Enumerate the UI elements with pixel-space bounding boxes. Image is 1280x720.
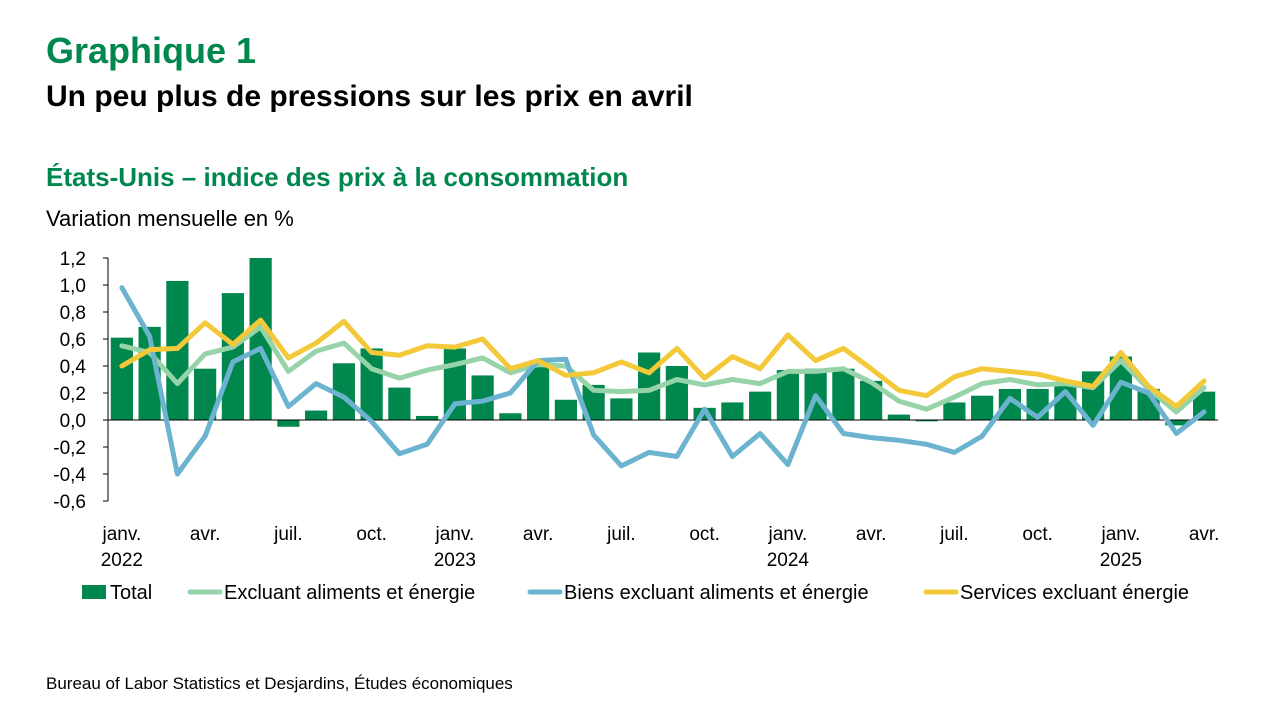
legend-label: Excluant aliments et énergie [224, 582, 475, 604]
x-tick-year: 2023 [434, 550, 476, 571]
bar-total-11 [416, 415, 439, 420]
x-tick-label: juil. [273, 524, 303, 545]
x-tick-label: janv. [102, 524, 142, 545]
x-tick-label: oct. [356, 524, 387, 545]
y-tick-label: -0,2 [53, 438, 86, 459]
legend: Total Excluant aliments et énergie Biens e… [82, 582, 1189, 604]
bar-total-16 [554, 399, 577, 420]
y-tick-label: -0,6 [53, 492, 86, 513]
bar-total-24 [776, 370, 799, 420]
y-tick-label: 1,2 [60, 249, 86, 270]
bar-total-0 [110, 337, 133, 420]
x-tick-label: avr. [190, 524, 221, 545]
x-tick-label: janv. [768, 524, 808, 545]
bar-total-32 [998, 388, 1021, 420]
source-note: Bureau of Labor Statistics et Desjardins… [46, 674, 513, 693]
bar-total-14 [499, 413, 522, 420]
x-tick-year: 2022 [101, 550, 143, 571]
bar-total-31 [971, 395, 994, 420]
bar-total-27 [860, 380, 883, 420]
x-tick-label: juil. [606, 524, 636, 545]
bar-total-26 [832, 368, 855, 420]
bar-total-17 [582, 384, 605, 420]
bar-total-28 [887, 414, 910, 420]
x-tick-year: 2024 [767, 550, 810, 571]
y-tick-label: 1,0 [60, 276, 86, 297]
bar-total-7 [305, 410, 328, 420]
y-tick-label: 0,2 [60, 384, 86, 405]
bar-total-10 [388, 387, 411, 420]
x-tick-label: oct. [1022, 524, 1053, 545]
chart-title: Un peu plus de pressions sur les prix en… [46, 80, 693, 113]
legend-swatch-bar [82, 585, 106, 599]
line-series-1 [119, 285, 1207, 477]
bar-total-30 [943, 402, 966, 420]
line-series-2 [119, 317, 1207, 409]
legend-label: Services excluant énergie [960, 582, 1189, 604]
bar-total-15 [527, 361, 550, 420]
unit-label: Variation mensuelle en % [46, 206, 294, 231]
y-tick-label: 0,8 [60, 303, 86, 324]
bar-total-22 [721, 402, 744, 420]
x-tick-label: oct. [689, 524, 720, 545]
y-tick-label: 0,0 [60, 411, 86, 432]
legend-label: Total [110, 582, 152, 604]
bar-total-5 [249, 258, 272, 420]
bar-total-39 [1193, 391, 1216, 420]
bar-total-23 [749, 391, 772, 420]
y-tick-label: 0,4 [60, 357, 87, 378]
chart-subtitle: États-Unis – indice des prix à la consom… [46, 162, 629, 192]
bar-total-29 [915, 420, 938, 422]
x-tick-label: juil. [939, 524, 969, 545]
x-tick-label: avr. [856, 524, 887, 545]
chart-axes [107, 258, 1218, 501]
bar-total-18 [610, 398, 633, 420]
bar-total-8 [332, 363, 355, 420]
y-axis-ticks: 1,2 1,0 0,8 0,6 0,4 0,2 0,0 -0,2 -0,4 -0,6 [53, 249, 108, 513]
chart-label: Graphique 1 [46, 30, 257, 71]
x-axis-ticks: janv. 2022 avr. juil. oct. janv. 2023 avr. juil.… [101, 524, 1220, 571]
line-series-0 [119, 324, 1207, 415]
x-tick-label: avr. [1189, 524, 1220, 545]
bar-total-6 [277, 420, 300, 427]
bar-total-4 [221, 293, 244, 420]
x-tick-label: avr. [523, 524, 554, 545]
bar-total-13 [471, 375, 494, 420]
bar-total-12 [443, 348, 466, 420]
x-tick-label: janv. [1101, 524, 1141, 545]
bar-total-3 [194, 368, 217, 420]
bar-total-20 [665, 366, 688, 420]
bar-total-38 [1165, 420, 1188, 426]
bar-total-34 [1054, 383, 1077, 420]
y-tick-label: 0,6 [60, 330, 86, 351]
line-series [119, 285, 1207, 477]
x-tick-year: 2025 [1100, 550, 1142, 571]
y-tick-label: -0,4 [53, 465, 86, 486]
bar-total-36 [1109, 356, 1132, 420]
x-tick-label: janv. [435, 524, 475, 545]
legend-label: Biens excluant aliments et énergie [564, 582, 869, 604]
